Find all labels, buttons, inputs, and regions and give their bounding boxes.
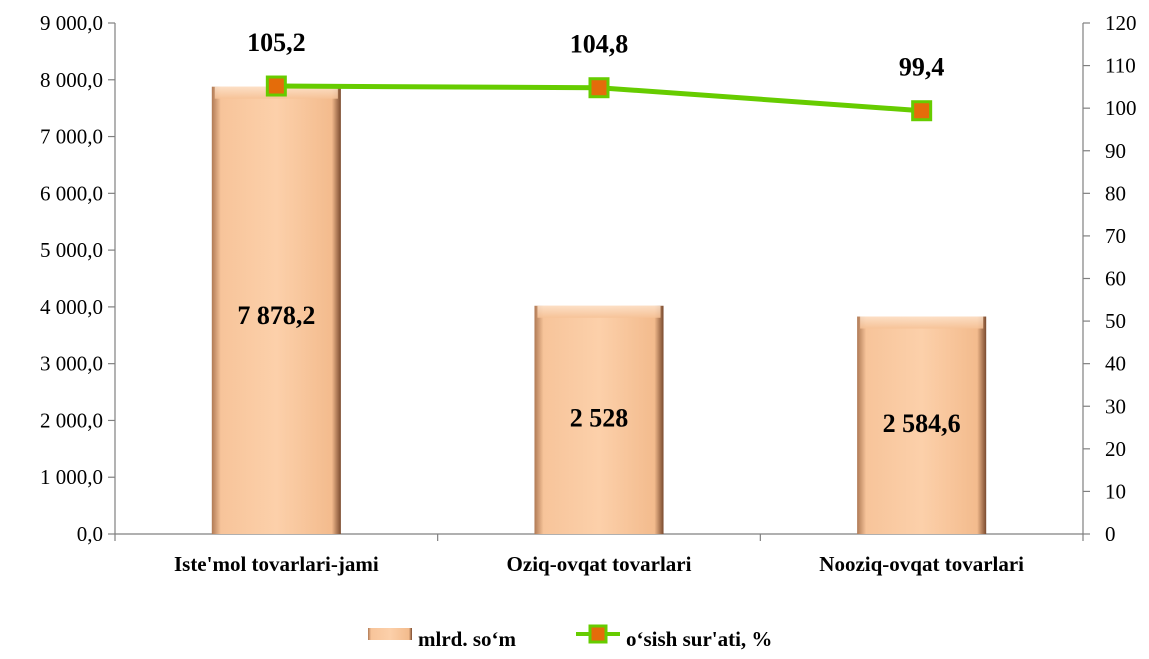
y-left-tick-label: 9 000,0 xyxy=(40,11,103,35)
line-data-label: 99,4 xyxy=(899,53,945,82)
y-left-tick-label: 2 000,0 xyxy=(40,408,103,432)
legend: mlrd. so‘m o‘sish sur'ati, % xyxy=(368,624,772,651)
y-right-tick-label: 120 xyxy=(1105,11,1137,35)
bar-top-bevel xyxy=(860,316,984,329)
y-right-tick-label: 0 xyxy=(1105,522,1116,546)
legend-item-bars: mlrd. so‘m xyxy=(368,627,516,651)
y-right-tick-label: 70 xyxy=(1105,224,1126,248)
bar-top-bevel xyxy=(537,305,661,318)
legend-bar-swatch xyxy=(368,628,412,640)
y-right-tick-label: 80 xyxy=(1105,181,1126,205)
line-data-label: 105,2 xyxy=(247,28,306,57)
y-left-tick-label: 8 000,0 xyxy=(40,68,103,92)
bar xyxy=(534,305,664,534)
y-right-tick-label: 100 xyxy=(1105,96,1137,120)
x-tick-label: Iste'mol tovarlari-jami xyxy=(174,552,379,576)
y-left-tick-label: 5 000,0 xyxy=(40,238,103,262)
legend-label-bars: mlrd. so‘m xyxy=(418,627,516,651)
bar-data-label: 7 878,2 xyxy=(237,301,315,330)
legend-marker-swatch xyxy=(588,624,608,644)
x-tick-label: Oziq-ovqat tovarlari xyxy=(507,552,692,576)
bar-data-label: 2 528 xyxy=(570,404,629,433)
y-right-tick-label: 20 xyxy=(1105,437,1126,461)
x-tick-label: Nooziq-ovqat tovarlari xyxy=(819,552,1024,576)
line-point-marker xyxy=(588,77,610,99)
y-right-tick-label: 60 xyxy=(1105,267,1126,291)
legend-item-line: o‘sish sur'ati, % xyxy=(576,624,772,651)
line-point-marker xyxy=(265,75,287,97)
y-left-tick-label: 4 000,0 xyxy=(40,295,103,319)
y-left-tick-label: 6 000,0 xyxy=(40,181,103,205)
y-left-tick-label: 3 000,0 xyxy=(40,352,103,376)
y-left-tick-label: 0,0 xyxy=(77,522,103,546)
bar xyxy=(211,86,341,535)
line-series xyxy=(265,75,933,122)
data-labels: 7 878,2 2 528 2 584,6 105,2 104,8 99,4 xyxy=(237,28,960,438)
axes: 0,0 1 000,0 2 000,0 3 000,0 4 000,0 5 000,0 6 … xyxy=(40,11,1137,576)
line-data-label: 104,8 xyxy=(570,30,629,59)
bar xyxy=(857,316,987,534)
y-right-tick-label: 110 xyxy=(1105,54,1136,78)
bar-data-label: 2 584,6 xyxy=(883,409,961,438)
legend-label-line: o‘sish sur'ati, % xyxy=(626,627,772,651)
y-right-tick-label: 40 xyxy=(1105,352,1126,376)
y-left-tick-label: 1 000,0 xyxy=(40,465,103,489)
y-left-tick-label: 7 000,0 xyxy=(40,125,103,149)
y-right-tick-label: 90 xyxy=(1105,139,1126,163)
y-right-tick-label: 30 xyxy=(1105,394,1126,418)
line-point-marker xyxy=(911,100,933,122)
y-right-tick-label: 50 xyxy=(1105,309,1126,333)
y-right-tick-label: 10 xyxy=(1105,479,1126,503)
bar-series xyxy=(211,86,987,535)
